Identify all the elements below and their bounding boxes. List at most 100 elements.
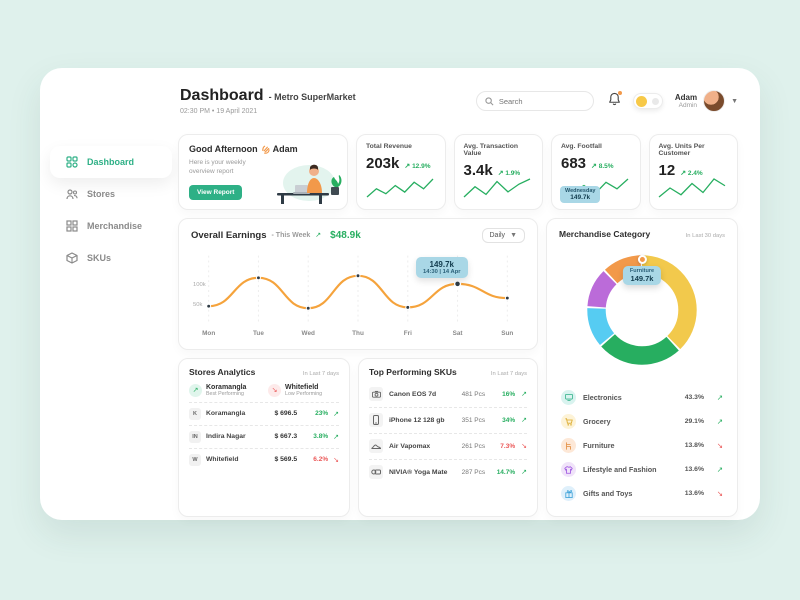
trend-up-icon: ↗ bbox=[189, 383, 202, 397]
chevron-down-icon: ▼ bbox=[731, 97, 738, 105]
trend-down-icon: ↘ bbox=[716, 489, 723, 499]
greeting-body: Here is your weekly overview report bbox=[189, 159, 246, 176]
kpi-value: 203k bbox=[366, 155, 400, 172]
store-name: Whitefield bbox=[285, 383, 319, 391]
kpi-value: 683 bbox=[561, 155, 587, 172]
sku-qty: 481 Pcs bbox=[461, 390, 486, 398]
store-delta: 23% bbox=[315, 410, 329, 418]
legend-label: Electronics bbox=[583, 393, 622, 403]
sku-qty: 287 Pcs bbox=[461, 468, 486, 476]
svg-text:50k: 50k bbox=[193, 302, 203, 308]
legend-item[interactable]: Lifestyle and Fashion 13.6% ↗ bbox=[559, 458, 725, 482]
sku-delta: 16% bbox=[502, 390, 516, 398]
store-row[interactable]: W Whitefield $ 569.5 6.2% ↘ bbox=[189, 447, 339, 471]
store-initial: W bbox=[189, 453, 201, 466]
overall-earnings-card: Overall Earnings - This Week ↗ $48.9k Da… bbox=[178, 217, 538, 350]
kpi-sparkline bbox=[658, 177, 726, 198]
notification-dot bbox=[617, 90, 622, 95]
trend-down-icon: ↘ bbox=[716, 441, 723, 451]
desk-illustration bbox=[277, 164, 342, 204]
sidebar-item-label: Stores bbox=[87, 189, 116, 199]
trend-up-icon: ↗ bbox=[716, 393, 723, 403]
legend-pct: 13.6% bbox=[684, 466, 704, 474]
donut-tooltip-marker bbox=[637, 254, 647, 264]
header: Dashboard - Metro SuperMarket 02:30 PM •… bbox=[172, 68, 760, 134]
user-menu[interactable]: Adam Admin ▼ bbox=[675, 90, 738, 112]
earnings-tooltip-value: 149.7k bbox=[429, 259, 454, 269]
sku-row[interactable]: iPhone 12 128 gb 351 Pcs 34% ↗ bbox=[369, 406, 527, 433]
legend-label: Gifts and Toys bbox=[583, 489, 633, 499]
trend-up-icon: ↗ bbox=[680, 170, 687, 177]
shirt-icon bbox=[561, 462, 576, 478]
search-box[interactable] bbox=[475, 91, 594, 111]
store-row[interactable]: IN Indira Nagar $ 667.3 3.8% ↗ bbox=[189, 424, 339, 448]
trend-up-icon: ↗ bbox=[521, 391, 527, 399]
store-initial: IN bbox=[189, 430, 201, 443]
moon-icon bbox=[651, 97, 659, 105]
sidebar-item-dashboard[interactable]: Dashboard bbox=[50, 146, 172, 178]
earnings-title: Overall Earnings bbox=[191, 229, 267, 241]
view-report-button[interactable]: View Report bbox=[189, 184, 243, 200]
donut-tooltip: Furniture 149.7k bbox=[622, 254, 662, 285]
legend-item[interactable]: Grocery 29.1% ↗ bbox=[559, 410, 725, 434]
legend-label: Lifestyle and Fashion bbox=[583, 465, 657, 475]
legend-item[interactable]: Furniture 13.8% ↘ bbox=[559, 434, 725, 458]
kpi-label: Total Revenue bbox=[366, 143, 412, 150]
sku-name: Air Vapomax bbox=[389, 442, 431, 450]
svg-text:Wed: Wed bbox=[302, 330, 315, 337]
stores-range: In Last 7 days bbox=[302, 370, 339, 377]
top-skus-card: Top Performing SKUs In Last 7 days Canon… bbox=[358, 357, 538, 517]
sku-qty: 261 Pcs bbox=[461, 442, 486, 450]
sku-row[interactable]: Air Vapomax 261 Pcs 7.3% ↘ bbox=[369, 432, 527, 459]
legend-item[interactable]: Gifts and Toys 13.6% ↘ bbox=[559, 482, 725, 506]
chair-icon bbox=[561, 438, 576, 454]
notifications-button[interactable] bbox=[608, 90, 622, 111]
footfall-tooltip-value: 149.7k bbox=[570, 193, 591, 201]
page-subtitle: - Metro SuperMarket bbox=[268, 92, 356, 102]
sku-row[interactable]: Canon EOS 7d 481 Pcs 16% ↗ bbox=[369, 382, 527, 407]
trend-up-icon: ↗ bbox=[333, 410, 339, 418]
earnings-tooltip: 149.7k 14:30 | 14 Apr bbox=[416, 256, 468, 278]
search-icon bbox=[485, 96, 494, 105]
sidebar-item-label: Dashboard bbox=[87, 157, 135, 167]
sidebar-item-skus[interactable]: SKUs bbox=[40, 242, 172, 274]
greeting-card: Good Afternoon Adam Here is your weekly … bbox=[178, 134, 348, 210]
sun-icon bbox=[635, 95, 647, 107]
sku-name: Canon EOS 7d bbox=[389, 390, 437, 398]
sku-delta: 34% bbox=[502, 416, 516, 424]
legend-pct: 13.8% bbox=[684, 442, 704, 450]
sku-row[interactable]: NIVIA® Yoga Mate 287 Pcs 14.7% ↗ bbox=[369, 458, 527, 485]
greeting-name: Adam bbox=[272, 144, 298, 154]
sidebar-item-merchandise[interactable]: Merchandise bbox=[40, 210, 172, 242]
earnings-filter-dropdown[interactable]: Daily ▼ bbox=[481, 227, 525, 243]
bell-icon bbox=[608, 92, 620, 105]
trend-up-icon: ↗ bbox=[404, 163, 411, 170]
sidebar-item-stores[interactable]: Stores bbox=[40, 178, 172, 210]
trend-up-icon: ↗ bbox=[591, 163, 597, 170]
trend-down-icon: ↘ bbox=[333, 456, 339, 464]
sku-name: iPhone 12 128 gb bbox=[389, 416, 445, 424]
search-input[interactable] bbox=[498, 96, 579, 106]
kpi-label: Avg. Units Per Customer bbox=[658, 143, 705, 157]
sidebar: Dashboard Stores Merchandise SKUs bbox=[40, 138, 172, 520]
skus-title: Top Performing SKUs bbox=[369, 366, 457, 377]
waving-hand-icon bbox=[261, 145, 270, 154]
mat-icon bbox=[369, 465, 383, 480]
dashboard-icon bbox=[66, 156, 78, 168]
store-name: Whitefield bbox=[206, 456, 239, 464]
svg-text:Thu: Thu bbox=[352, 330, 364, 337]
trend-up-icon: ↗ bbox=[497, 170, 504, 177]
best-performing-store: ↗ Koramangla Best Performing bbox=[189, 383, 260, 397]
stores-title: Stores Analytics bbox=[189, 366, 256, 377]
chevron-down-icon: ▼ bbox=[510, 231, 517, 239]
svg-text:100k: 100k bbox=[193, 282, 206, 288]
kpi-delta: 2.4% bbox=[687, 170, 703, 177]
svg-text:Mon: Mon bbox=[202, 330, 215, 337]
theme-toggle[interactable] bbox=[632, 93, 663, 109]
sku-delta: 14.7% bbox=[496, 468, 516, 476]
kpi-label: Avg. Footfall bbox=[561, 143, 602, 150]
legend-item[interactable]: Electronics 43.3% ↗ bbox=[559, 386, 725, 410]
category-range: In Last 30 days bbox=[685, 232, 725, 239]
store-value: $ 696.5 bbox=[274, 410, 298, 418]
store-row[interactable]: K Koramangla $ 696.5 23% ↗ bbox=[189, 401, 339, 425]
